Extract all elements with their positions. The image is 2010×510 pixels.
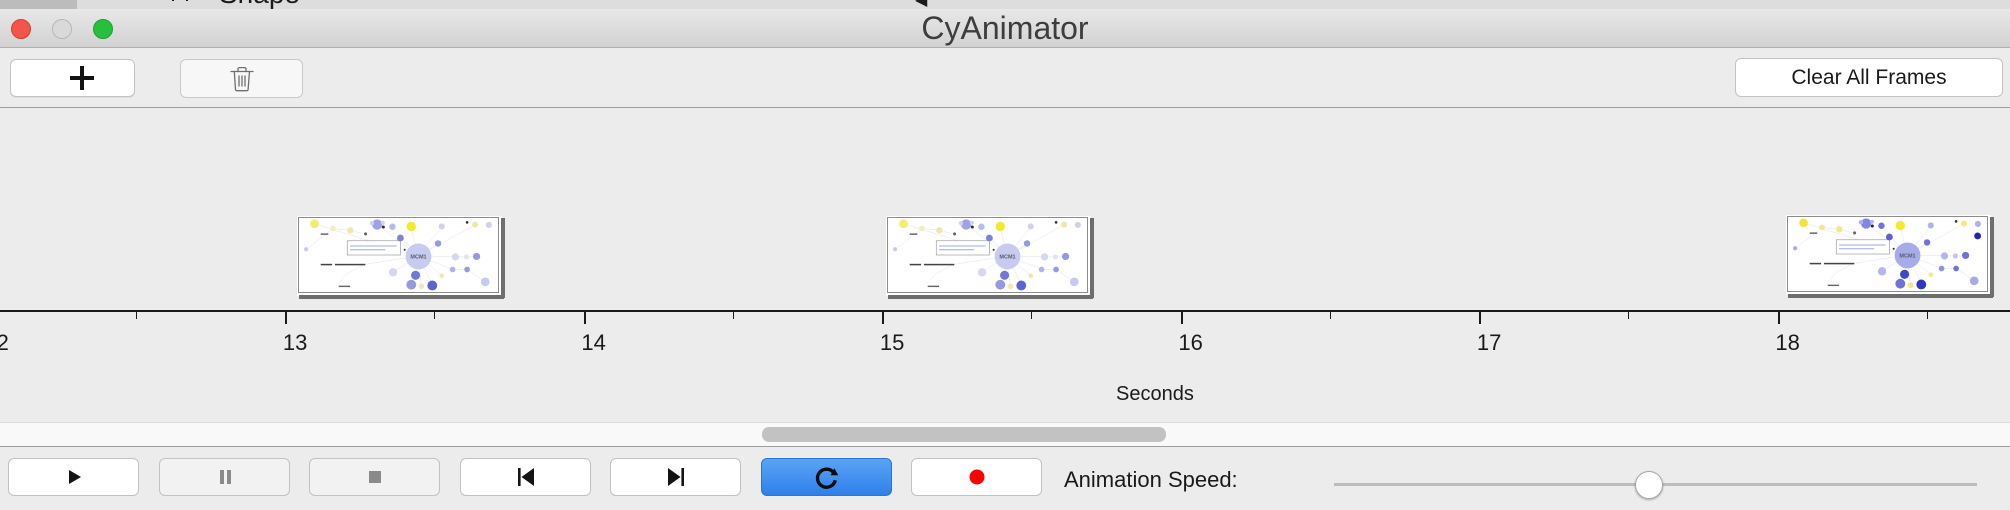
svg-text:MCM1: MCM1 — [410, 254, 426, 260]
svg-text:MCM1: MCM1 — [1899, 253, 1915, 259]
svg-text:MCM1: MCM1 — [999, 254, 1015, 260]
